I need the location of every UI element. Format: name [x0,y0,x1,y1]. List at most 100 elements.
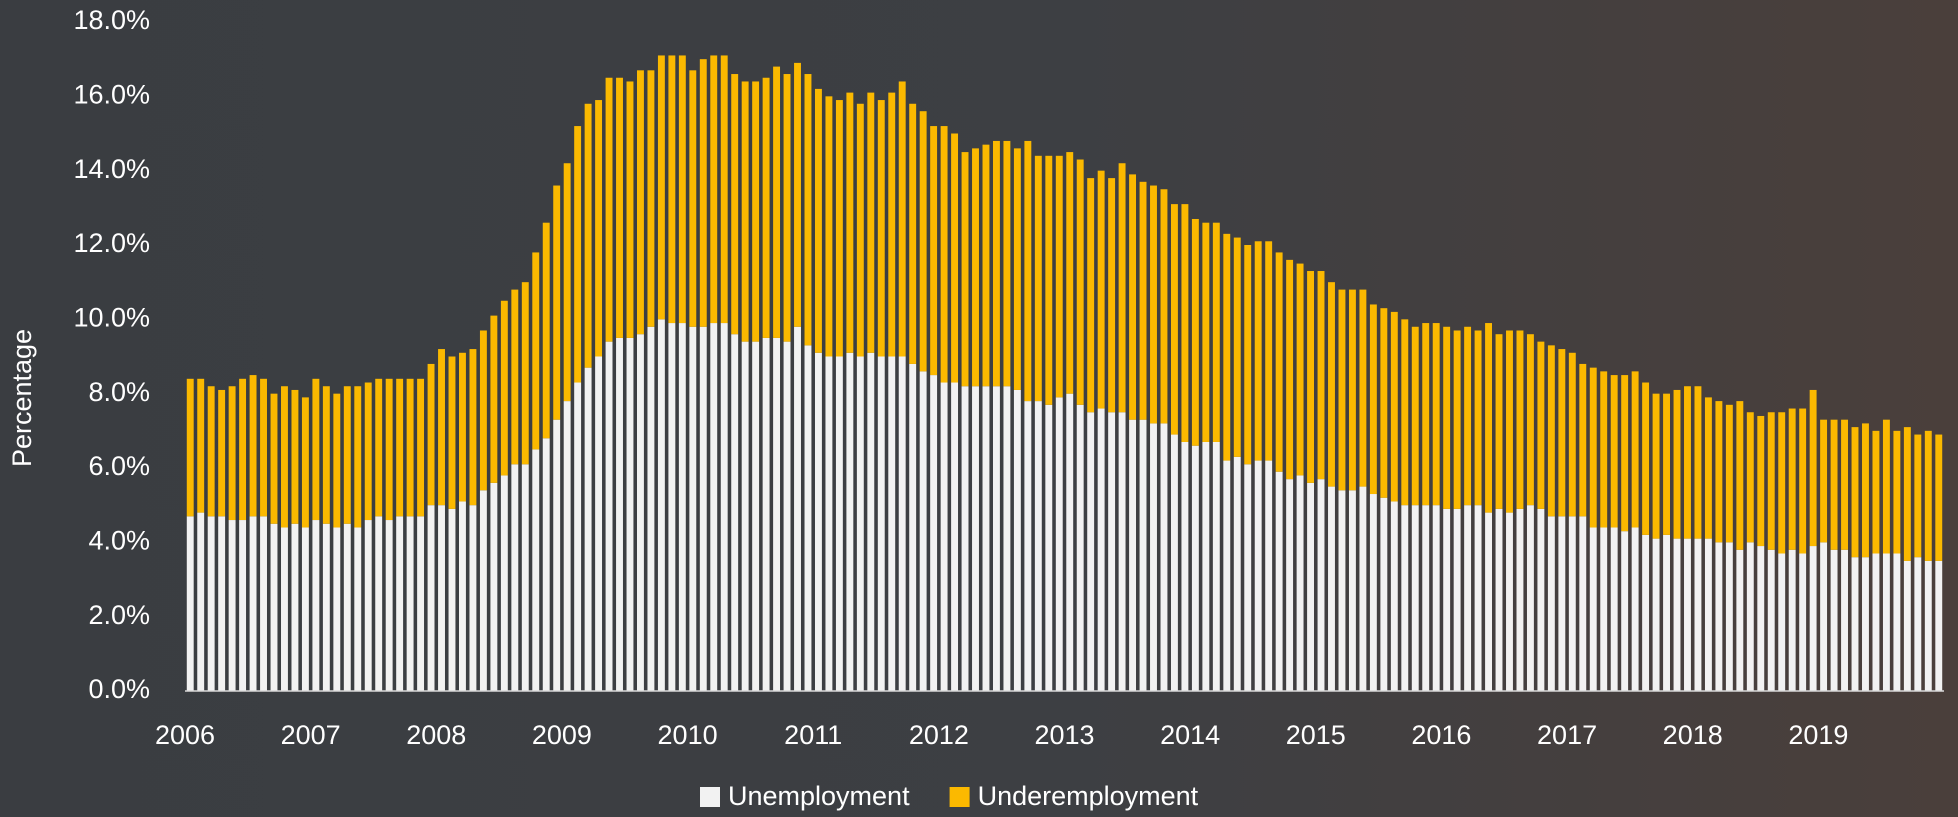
bar-segment [783,341,791,691]
bar-segment [930,375,938,691]
bar-segment [301,527,309,691]
bar-segment [1725,404,1733,543]
bar-segment [1736,549,1744,691]
bar-segment [270,393,278,524]
bar-segment [500,300,508,476]
bar-segment [291,389,299,524]
x-tick-label: 2017 [1537,720,1597,750]
bar-segment [218,389,226,517]
bar-segment [1914,434,1922,558]
bar-segment [1275,471,1283,691]
bar-segment [1872,430,1880,554]
y-tick-label: 8.0% [88,377,150,407]
bar-segment [1841,419,1848,550]
bar-segment [1307,271,1315,483]
bar-segment [1087,412,1095,691]
bar-segment [1401,505,1409,691]
bar-segment [1118,163,1126,413]
bar-segment [1778,412,1786,554]
bar-segment [239,378,247,521]
bar-segment [1066,152,1074,394]
bar-segment [249,375,257,517]
bar-segment [333,393,341,528]
bar-segment [731,74,739,335]
bar-segment [1537,341,1545,509]
bar-segment [741,341,749,691]
bar-segment [1799,553,1807,691]
bar-segment [1129,419,1137,691]
bar-segment [1139,419,1147,691]
bar-segment [1673,389,1681,539]
bar-segment [647,326,655,691]
bar-segment [1642,382,1650,535]
bar-segment [1390,311,1398,502]
legend-swatch [700,787,720,807]
bar-segment [972,148,979,387]
bar-segment [1223,460,1231,691]
bar-segment [532,252,540,450]
bar-segment [448,508,456,691]
bar-segment [1652,393,1660,539]
bar-segment [919,111,927,372]
bar-segment [1244,464,1252,691]
bar-segment [1286,259,1294,480]
y-tick-label: 10.0% [73,302,150,332]
legend-swatch [949,787,970,807]
bar-segment [1579,516,1587,691]
bar-segment [521,464,529,691]
x-tick-label: 2015 [1286,720,1346,750]
bar-segment [1108,178,1116,413]
bar-segment [1170,434,1178,691]
bar-segment [1746,542,1754,691]
bar-segment [835,100,843,357]
bar-segment [1820,419,1828,543]
bar-segment [417,378,425,517]
bar-segment [1621,375,1629,532]
bar-segment [1903,427,1911,561]
bar-segment [1547,516,1555,691]
bar-segment [595,356,603,691]
bar-segment [752,341,760,691]
bar-segment [1725,542,1733,691]
bar-segment [1443,326,1451,509]
bar-segment [1788,408,1796,550]
bar-segment [1684,538,1691,691]
bar-segment [846,92,854,353]
bar-segment [940,382,948,691]
bar-segment [1684,386,1691,539]
bar-segment [1265,241,1273,461]
bar-segment [741,81,749,342]
bar-segment [1610,527,1618,691]
bar-segment [1034,401,1042,691]
bar-segment [479,330,487,491]
bar-segment [825,356,833,691]
bar-segment [856,356,864,691]
bar-segment [1621,531,1629,691]
bar-segment [469,505,477,691]
x-tick-label: 2014 [1160,720,1220,750]
x-tick-label: 2019 [1788,720,1848,750]
bar-segment [835,356,843,691]
bar-segment [469,349,477,506]
bar-segment [668,323,676,691]
bar-segment [511,289,519,465]
bar-segment [1516,330,1524,509]
bar-segment [1882,419,1890,554]
bar-segment [1589,527,1597,691]
bar-segment [459,501,466,691]
bar-segment [898,81,906,357]
bar-segment [1118,412,1126,691]
legend-label: Unemployment [728,781,910,811]
bar-segment [1673,538,1681,691]
bar-segment [1003,140,1011,387]
bar-segment [1087,178,1095,413]
bar-segment [626,337,634,691]
bar-segment [1903,560,1911,691]
bar-segment [291,523,299,691]
x-tick-label: 2011 [784,720,842,750]
bar-segment [1537,508,1545,691]
x-tick-label: 2006 [155,720,215,750]
bar-segment [1568,352,1576,517]
bar-segment [731,334,739,691]
bar-segment [1767,549,1775,691]
